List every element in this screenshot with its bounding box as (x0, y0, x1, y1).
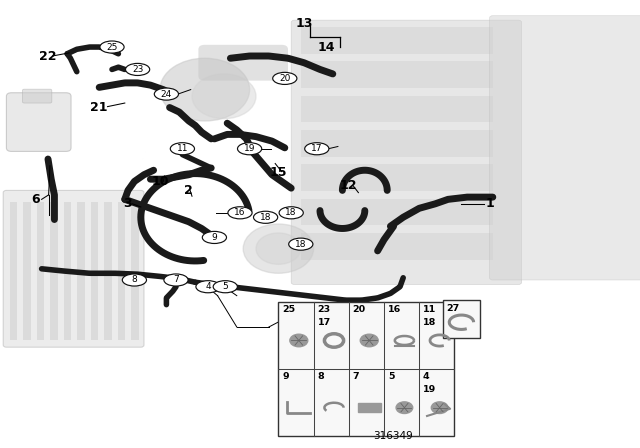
Text: 4: 4 (423, 372, 429, 381)
Text: 1: 1 (485, 197, 494, 211)
Text: 11: 11 (423, 305, 436, 314)
Bar (36, 202, 44, 340)
Text: 316349: 316349 (373, 431, 413, 441)
Text: 12: 12 (340, 179, 358, 193)
Ellipse shape (237, 142, 262, 155)
Bar (301, 27, 493, 54)
Circle shape (192, 74, 256, 119)
Text: 11: 11 (177, 144, 188, 153)
Text: 16: 16 (388, 305, 401, 314)
Text: 17: 17 (317, 318, 331, 327)
Bar (301, 95, 493, 122)
Bar (10, 202, 17, 340)
Ellipse shape (154, 88, 179, 100)
FancyBboxPatch shape (3, 190, 144, 347)
Bar (301, 130, 493, 157)
Ellipse shape (196, 280, 220, 293)
Text: 21: 21 (90, 101, 108, 114)
FancyBboxPatch shape (490, 16, 640, 280)
Ellipse shape (125, 63, 150, 75)
Text: 7: 7 (173, 276, 179, 284)
Ellipse shape (100, 41, 124, 53)
Circle shape (290, 334, 308, 347)
Bar (301, 198, 493, 225)
Circle shape (160, 58, 250, 121)
Text: 2: 2 (184, 184, 193, 197)
Bar (301, 61, 493, 88)
Ellipse shape (164, 274, 188, 286)
Bar (358, 403, 381, 412)
Bar (50, 202, 58, 340)
Bar (23, 202, 31, 340)
Text: 18: 18 (285, 208, 297, 217)
Text: 23: 23 (132, 65, 143, 74)
Text: 16: 16 (234, 208, 246, 217)
FancyBboxPatch shape (291, 20, 522, 284)
Text: 27: 27 (447, 304, 460, 313)
Bar (118, 202, 125, 340)
Ellipse shape (289, 238, 313, 250)
Ellipse shape (305, 142, 329, 155)
Text: 13: 13 (295, 17, 313, 30)
Ellipse shape (228, 207, 252, 219)
Text: 8: 8 (132, 276, 137, 284)
Text: 17: 17 (311, 144, 323, 153)
Text: 5: 5 (388, 372, 394, 381)
Text: 15: 15 (269, 166, 287, 179)
Text: 25: 25 (106, 43, 118, 52)
Text: 3: 3 (124, 197, 132, 211)
Text: 22: 22 (39, 49, 57, 63)
Bar (278, 302, 454, 436)
Text: 18: 18 (423, 318, 436, 327)
Text: 19: 19 (423, 385, 436, 394)
Text: 14: 14 (317, 40, 335, 54)
Ellipse shape (170, 142, 195, 155)
Text: 9: 9 (212, 233, 217, 242)
Bar (301, 164, 493, 191)
Text: 20: 20 (279, 74, 291, 83)
Text: 4: 4 (205, 282, 211, 291)
Text: 19: 19 (244, 144, 255, 153)
Ellipse shape (213, 280, 237, 293)
Circle shape (396, 402, 413, 414)
Ellipse shape (122, 274, 147, 286)
Circle shape (256, 233, 301, 264)
Text: 23: 23 (317, 305, 331, 314)
Text: 6: 6 (31, 193, 40, 206)
Text: 25: 25 (282, 305, 296, 314)
Text: 10: 10 (151, 175, 169, 188)
FancyBboxPatch shape (6, 93, 71, 151)
Text: 20: 20 (353, 305, 366, 314)
Ellipse shape (279, 207, 303, 219)
Bar (77, 202, 85, 340)
Circle shape (243, 224, 314, 273)
Text: 24: 24 (161, 90, 172, 99)
Bar (104, 202, 112, 340)
Text: 5: 5 (223, 282, 228, 291)
Bar (63, 202, 71, 340)
Text: 18: 18 (295, 240, 307, 249)
Text: 8: 8 (317, 372, 324, 381)
Ellipse shape (202, 231, 227, 244)
Bar (443, 300, 480, 338)
Bar (131, 202, 139, 340)
FancyBboxPatch shape (198, 45, 288, 81)
Text: 7: 7 (353, 372, 359, 381)
Text: 18: 18 (260, 213, 271, 222)
Ellipse shape (253, 211, 278, 223)
Text: 9: 9 (282, 372, 289, 381)
Circle shape (431, 402, 448, 414)
FancyBboxPatch shape (22, 89, 52, 103)
Ellipse shape (273, 72, 297, 84)
Bar (91, 202, 99, 340)
Circle shape (360, 334, 378, 347)
Bar (301, 233, 493, 260)
